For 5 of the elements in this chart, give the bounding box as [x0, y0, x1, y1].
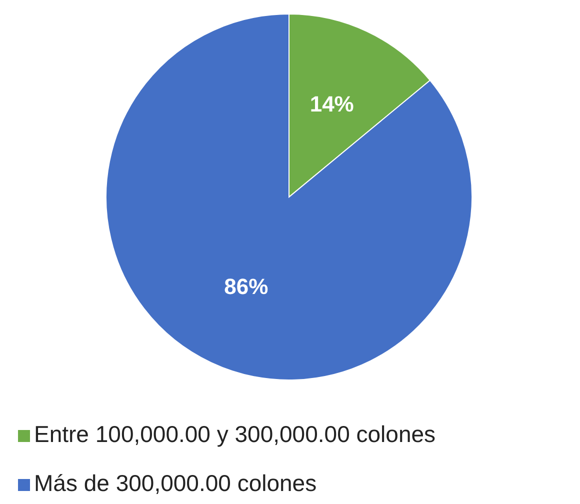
legend-label: Entre 100,000.00 y 300,000.00 colones: [34, 421, 436, 447]
pie-slice: [106, 14, 472, 380]
legend-label: Más de 300,000.00 colones: [34, 470, 317, 496]
data-label: 14%: [310, 92, 354, 117]
data-label: 86%: [224, 274, 268, 299]
